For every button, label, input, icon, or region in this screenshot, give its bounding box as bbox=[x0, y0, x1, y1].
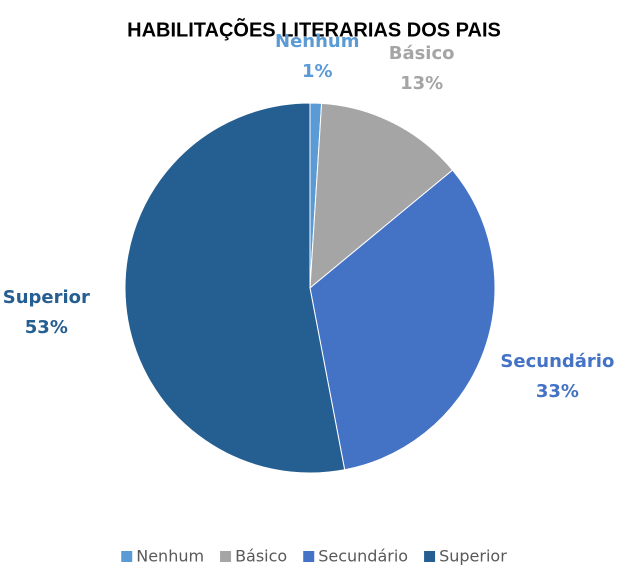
legend-swatch bbox=[121, 551, 133, 562]
legend-label: Superior bbox=[439, 547, 507, 566]
pie-slice bbox=[124, 102, 346, 474]
data-label-value: 33% bbox=[536, 381, 579, 402]
legend-label: Básico bbox=[235, 547, 287, 566]
data-label-value: 13% bbox=[400, 73, 443, 94]
data-label-name: Nenhum bbox=[275, 31, 359, 52]
data-label-value: 53% bbox=[25, 317, 68, 338]
legend-label: Nenhum bbox=[136, 547, 204, 566]
data-label-name: Secundário bbox=[500, 351, 614, 372]
data-label-name: Básico bbox=[389, 43, 455, 64]
data-label-name: Superior bbox=[3, 287, 90, 308]
pie-slice bbox=[309, 169, 496, 471]
legend-swatch bbox=[424, 551, 436, 562]
data-label-value: 1% bbox=[302, 61, 333, 82]
chart-title: HABILITAÇÕES LITERARIAS DOS PAIS bbox=[127, 17, 501, 41]
legend-swatch bbox=[220, 551, 232, 562]
pie-slice bbox=[309, 102, 454, 290]
legend-label: Secundário bbox=[318, 547, 408, 566]
legend-swatch bbox=[303, 551, 315, 562]
